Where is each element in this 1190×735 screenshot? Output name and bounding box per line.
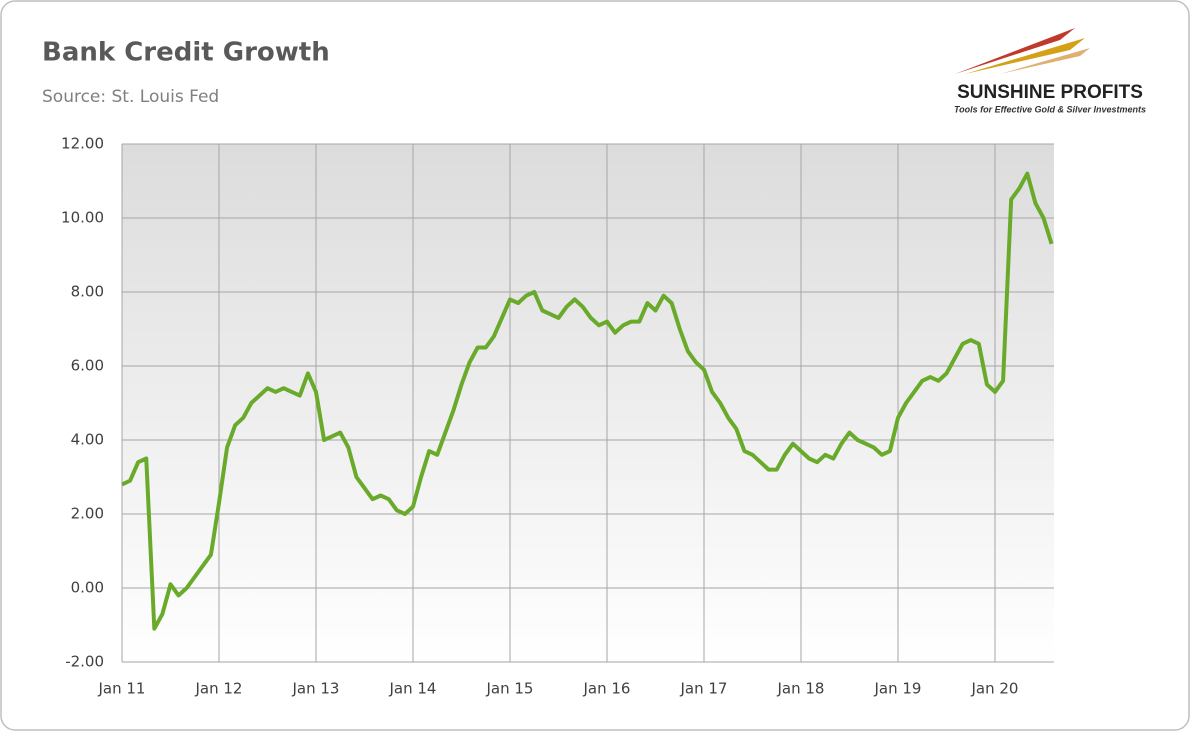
logo: SUNSHINE PROFITS Tools for Effective Gol… xyxy=(954,28,1146,114)
x-tick-label: Jan 14 xyxy=(389,680,437,698)
x-tick-label: Jan 11 xyxy=(98,680,146,698)
y-tick-label: -2.00 xyxy=(65,653,104,671)
plot-area xyxy=(122,144,1054,662)
logo-name: SUNSHINE PROFITS xyxy=(957,82,1143,103)
y-tick-label: 6.00 xyxy=(71,357,104,375)
y-tick-label: 2.00 xyxy=(71,505,104,523)
y-tick-label: 12.00 xyxy=(61,135,104,153)
x-tick-label: Jan 13 xyxy=(292,680,340,698)
logo-swoosh xyxy=(955,28,1075,74)
y-tick-label: 0.00 xyxy=(71,579,104,597)
x-tick-label: Jan 12 xyxy=(195,680,243,698)
x-tick-label: Jan 16 xyxy=(583,680,631,698)
logo-tagline: Tools for Effective Gold & Silver Invest… xyxy=(954,104,1146,114)
logo-swoosh xyxy=(965,38,1085,74)
x-tick-label: Jan 18 xyxy=(777,680,825,698)
y-tick-label: 8.00 xyxy=(71,283,104,301)
chart-subtitle: Source: St. Louis Fed xyxy=(42,87,219,107)
x-tick-label: Jan 19 xyxy=(874,680,922,698)
x-tick-label: Jan 20 xyxy=(971,680,1019,698)
logo-swoosh xyxy=(1000,48,1090,74)
x-tick-label: Jan 17 xyxy=(680,680,728,698)
x-tick-label: Jan 15 xyxy=(486,680,534,698)
y-tick-label: 10.00 xyxy=(61,209,104,227)
data-line xyxy=(121,171,1054,631)
chart-title: Bank Credit Growth xyxy=(42,38,330,68)
y-tick-label: 4.00 xyxy=(71,431,104,449)
